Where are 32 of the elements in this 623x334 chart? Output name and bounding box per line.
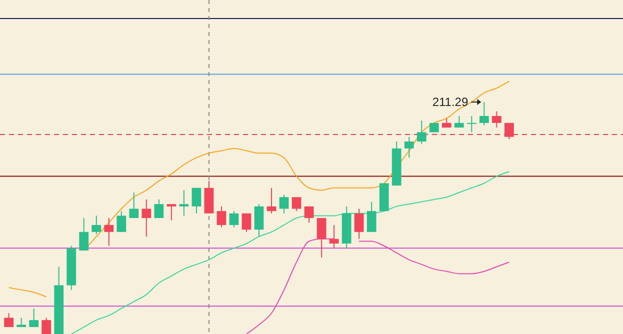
candlestick <box>329 224 339 249</box>
candlestick <box>479 102 489 126</box>
candlestick <box>142 198 152 238</box>
candlestick <box>42 317 52 334</box>
candlestick <box>292 196 302 212</box>
candlestick <box>354 208 364 240</box>
candlestick <box>266 187 276 214</box>
candlestick <box>129 192 139 219</box>
candlestick <box>316 218 326 258</box>
candlestick <box>492 110 502 128</box>
candlestick <box>92 215 102 235</box>
candlestick <box>279 194 289 214</box>
candlestick <box>79 218 89 251</box>
candlestick <box>116 210 126 232</box>
candlestick <box>179 190 189 216</box>
candlestick <box>366 201 376 232</box>
candlestick <box>466 115 476 133</box>
candlestick <box>242 212 252 232</box>
candlestick <box>154 198 164 219</box>
candlestick <box>416 120 426 144</box>
candlestick <box>304 206 314 224</box>
candlestick <box>29 308 39 328</box>
candlestick <box>229 210 239 228</box>
candlestick <box>104 218 114 246</box>
candlestick <box>504 122 514 140</box>
candlestick <box>166 204 176 221</box>
annotation: 211.29 <box>432 95 468 110</box>
candlestick <box>4 312 14 328</box>
candlestick <box>216 206 226 228</box>
candlestick <box>404 136 414 158</box>
candlestick <box>192 187 202 214</box>
candlestick <box>254 204 264 238</box>
